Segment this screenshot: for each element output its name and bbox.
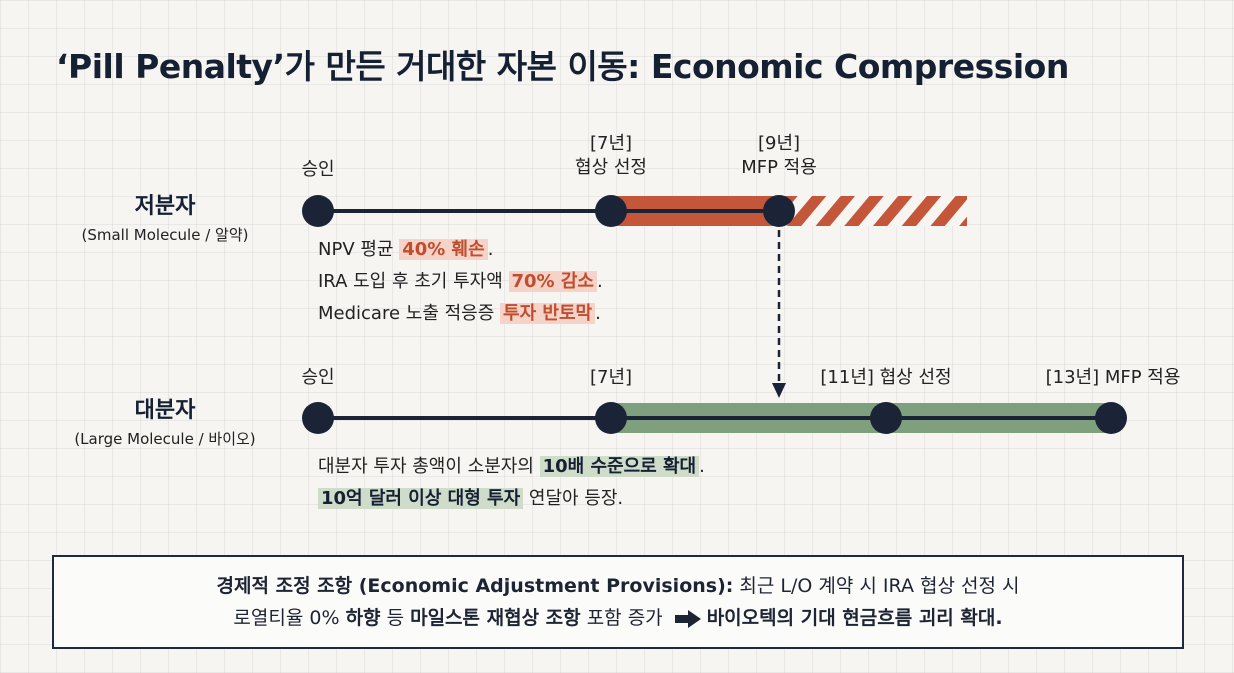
large-desc-line-2: 10억 달러 이상 대형 투자 연달아 등장. xyxy=(318,483,705,515)
large-approval-label: 승인 xyxy=(301,367,335,388)
small-negotiation-year: [7년] xyxy=(589,133,633,154)
small-negotiation-text: 협상 선정 xyxy=(575,157,647,178)
small-molecule-description: NPV 평균 40% 훼손. IRA 도입 후 초기 투자액 70% 감소. M… xyxy=(318,234,603,330)
page-title: ‘Pill Penalty’가 만든 거대한 자본 이동: Economic C… xyxy=(56,47,1069,86)
large-negotiation-label: [11년] 협상 선정 xyxy=(820,367,952,388)
small-negotiation-label: [7년] 협상 선정 xyxy=(551,132,671,180)
right-arrow-icon xyxy=(674,609,701,628)
small-approval-node xyxy=(302,195,334,227)
small-desc-line-3: Medicare 노출 적응증 투자 반토막. xyxy=(318,303,601,324)
small-approval-label: 승인 xyxy=(301,159,335,180)
small-mfp-node xyxy=(763,195,795,227)
small-desc-line-2: IRA 도입 후 초기 투자액 70% 감소. xyxy=(318,271,603,292)
small-molecule-name: 저분자 xyxy=(134,194,196,219)
small-molecule-label: 저분자 (Small Molecule / 알약) xyxy=(40,188,290,245)
large-7yr-label: [7년] xyxy=(589,367,633,388)
large-molecule-subname: (Large Molecule / 바이오) xyxy=(74,430,256,448)
callout-conclusion: 바이오텍의 기대 현금흐름 괴리 확대. xyxy=(706,607,1003,629)
small-molecule-subname: (Small Molecule / 알약) xyxy=(81,226,249,244)
large-mfp-node xyxy=(1095,402,1127,434)
callout-line-2: 로열티율 0% 하향 등 마일스톤 재협상 조항 포함 증가 바이오텍의 기대 … xyxy=(233,607,1003,629)
connector-arrowhead xyxy=(772,383,786,398)
large-mfp-label: [13년] MFP 적용 xyxy=(1045,367,1181,388)
large-7yr-node xyxy=(595,402,627,434)
large-desc-highlight-2: 10억 달러 이상 대형 투자 xyxy=(318,488,524,509)
small-post-mfp-hatched-bar xyxy=(779,196,967,226)
small-desc-highlight-1: 40% 훼손 xyxy=(399,239,488,260)
large-desc-line-1: 대분자 투자 총액이 소분자의 10배 수준으로 확대. xyxy=(318,456,705,477)
large-desc-highlight-1: 10배 수준으로 확대 xyxy=(539,456,700,477)
small-mfp-label: [9년] MFP 적용 xyxy=(719,132,839,180)
large-molecule-label: 대분자 (Large Molecule / 바이오) xyxy=(40,392,290,449)
small-mfp-text: MFP 적용 xyxy=(741,157,817,178)
large-negotiation-node xyxy=(870,402,902,434)
callout-heading: 경제적 조정 조항 (Economic Adjustment Provision… xyxy=(216,575,734,597)
small-desc-highlight-3: 투자 반토막 xyxy=(500,303,596,324)
large-molecule-description: 대분자 투자 총액이 소분자의 10배 수준으로 확대. 10억 달러 이상 대… xyxy=(318,451,705,515)
small-desc-highlight-2: 70% 감소 xyxy=(508,271,597,292)
callout-line-1: 경제적 조정 조항 (Economic Adjustment Provision… xyxy=(216,575,1020,597)
large-molecule-name: 대분자 xyxy=(134,398,196,423)
small-negotiation-node xyxy=(595,195,627,227)
large-approval-node xyxy=(302,402,334,434)
small-mfp-year: [9년] xyxy=(757,133,801,154)
economic-adjustment-callout: 경제적 조정 조항 (Economic Adjustment Provision… xyxy=(52,555,1184,649)
small-desc-line-1: NPV 평균 40% 훼손. xyxy=(318,239,494,260)
